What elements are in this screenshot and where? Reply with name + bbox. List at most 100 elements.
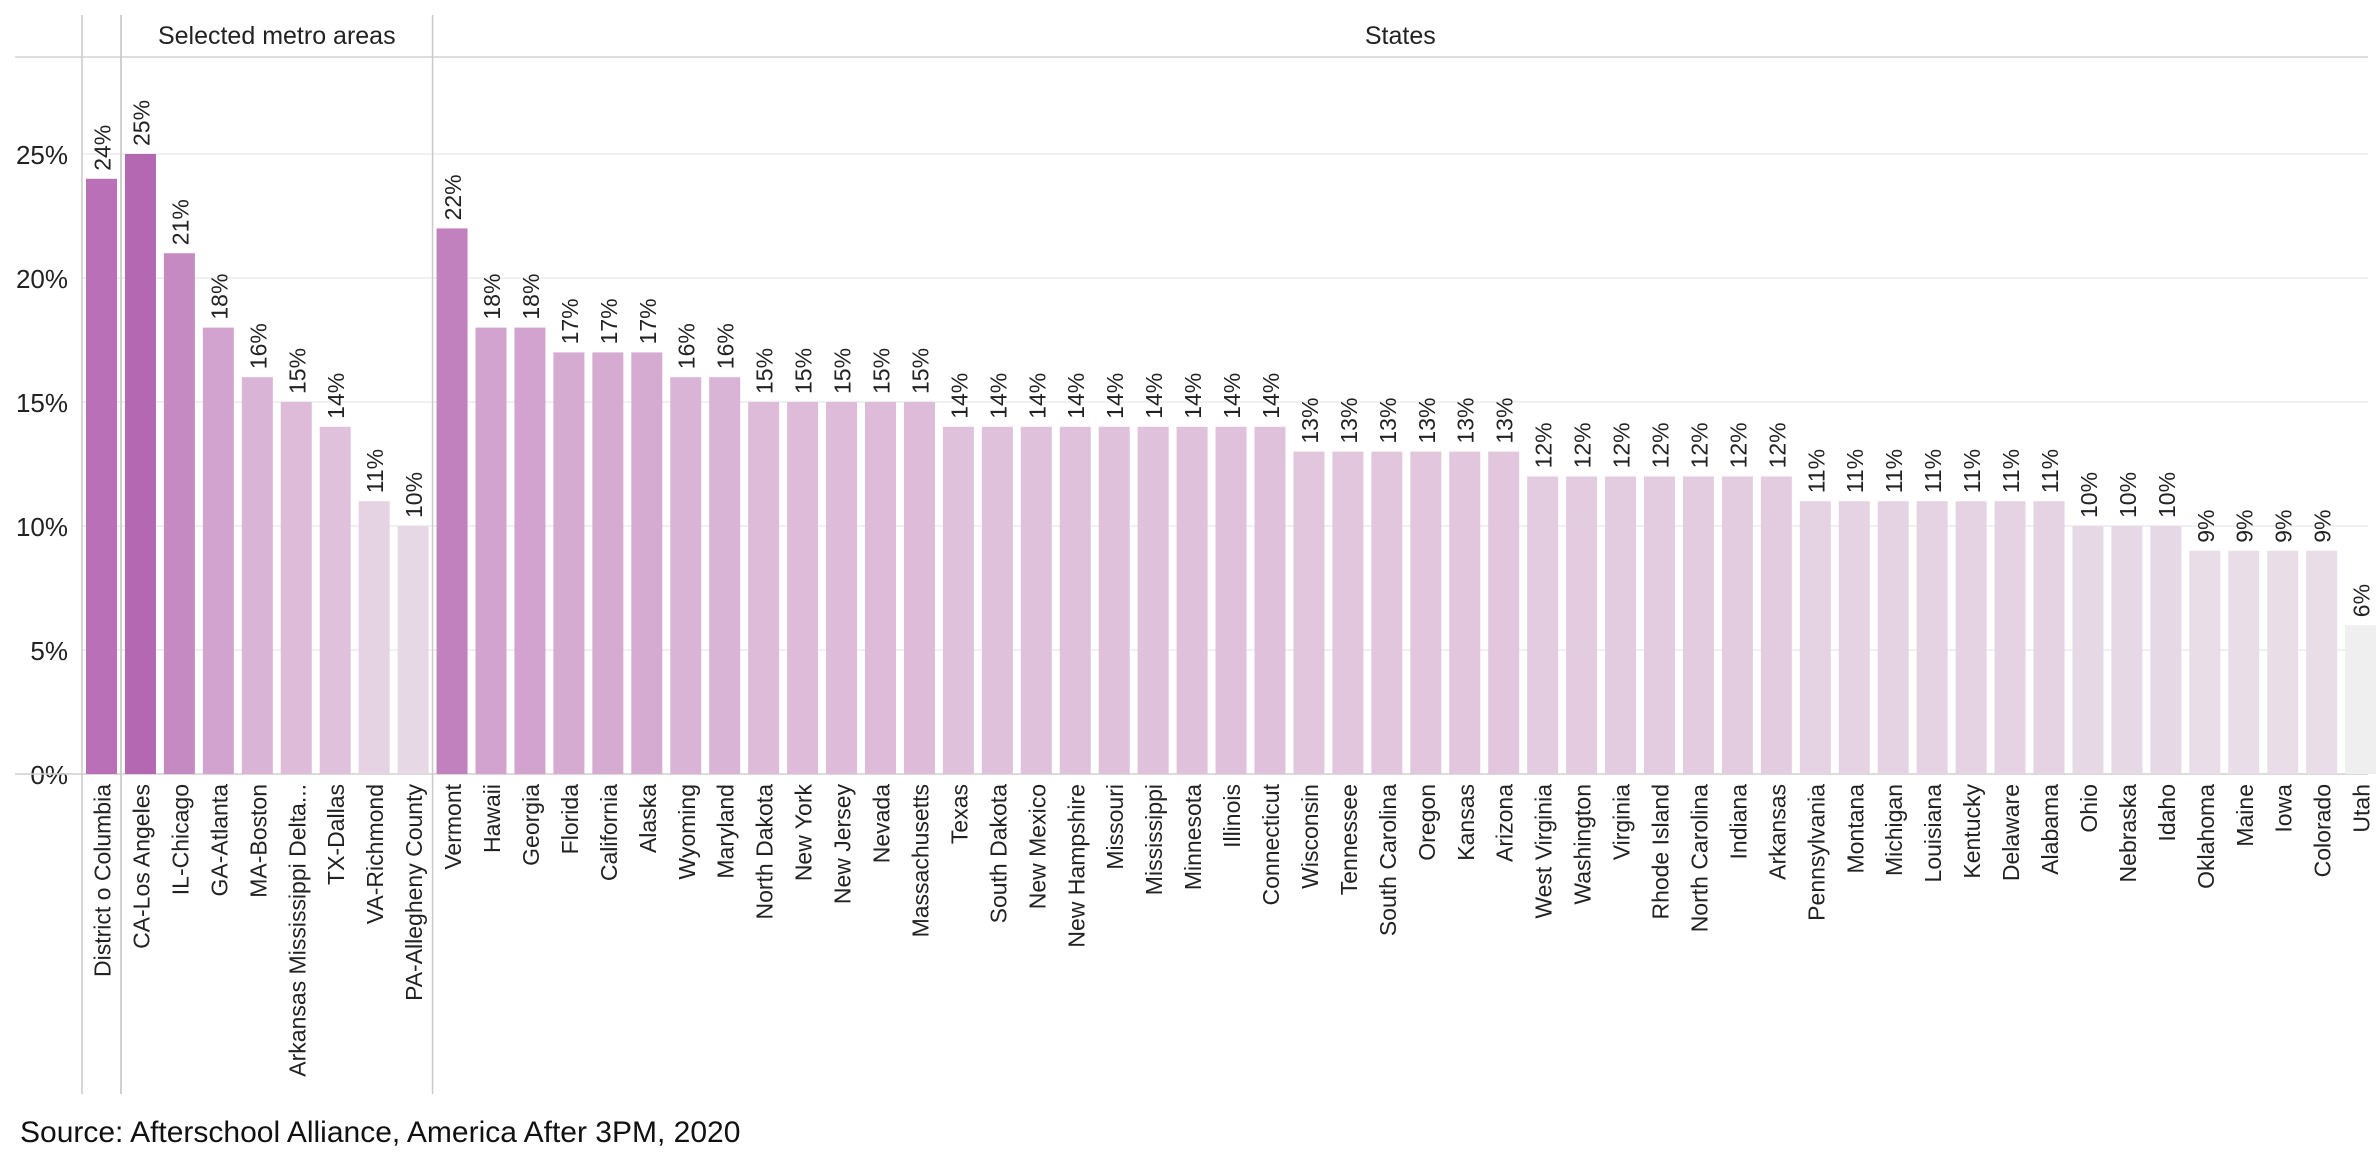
bar-value-label: 14% (1141, 373, 1167, 419)
bar-value-label: 18% (479, 274, 505, 320)
category-label: Maine (2232, 784, 2258, 847)
bar (2072, 526, 2104, 774)
bar (1020, 426, 1052, 774)
bar (1371, 451, 1403, 774)
category-label: MA-Boston (245, 784, 271, 898)
bar-value-label: 15% (752, 348, 778, 394)
bar-value-label: 13% (1297, 398, 1323, 444)
category-label: VA-Richmond (362, 784, 388, 924)
bar (2345, 625, 2377, 774)
category-label: Connecticut (1258, 783, 1284, 905)
category-label: Texas (946, 784, 972, 844)
bar (553, 352, 585, 774)
bar-value-label: 12% (1686, 422, 1712, 468)
category-label: Oklahoma (2193, 784, 2219, 889)
bar (1566, 476, 1598, 774)
bar (670, 377, 702, 774)
bar (709, 377, 741, 774)
bar (1955, 501, 1987, 774)
bar-value-label: 13% (1453, 398, 1479, 444)
bar (1682, 476, 1714, 774)
bar-value-label: 10% (401, 472, 427, 518)
category-label: TX-Dallas (323, 784, 349, 885)
bar-value-label: 13% (1414, 398, 1440, 444)
bar-value-label: 12% (1764, 422, 1790, 468)
chart-source-note: Source: Afterschool Alliance, America Af… (20, 1116, 741, 1149)
bar-value-label: 11% (1998, 449, 2024, 493)
y-tick-label: 5% (30, 636, 68, 666)
bar-value-label: 15% (907, 348, 933, 394)
category-label: Missouri (1102, 784, 1128, 870)
bar-value-label: 6% (2349, 584, 2375, 617)
bar (903, 402, 935, 774)
bar (2150, 526, 2182, 774)
bar-value-label: 9% (2232, 510, 2258, 543)
category-label: Arkansas Mississippi Delta... (284, 784, 310, 1077)
bar-value-label: 13% (1375, 398, 1401, 444)
bar-value-label: 17% (635, 298, 661, 344)
category-label: Illinois (1219, 784, 1245, 848)
category-label: Oregon (1414, 784, 1440, 861)
bar (2306, 550, 2338, 774)
bar (397, 526, 429, 774)
bar-value-label: 11% (1881, 449, 1907, 493)
category-label: GA-Atlanta (206, 784, 232, 897)
y-tick-label: 0% (30, 760, 68, 790)
bar-value-label: 17% (596, 298, 622, 344)
bar-value-label: 22% (440, 174, 466, 220)
bar (1059, 426, 1091, 774)
bar-value-label: 16% (713, 323, 739, 369)
category-label: South Dakota (985, 784, 1011, 924)
category-label: Idaho (2154, 784, 2180, 842)
bar-value-label: 11% (362, 449, 388, 493)
bar-value-label: 14% (323, 373, 349, 419)
bar-value-label: 14% (1180, 373, 1206, 419)
category-label: IL-Chicago (167, 784, 193, 895)
bar-value-label: 16% (245, 323, 271, 369)
bar-value-label: 14% (1219, 373, 1245, 419)
bar-value-label: 10% (2154, 472, 2180, 518)
bar (2267, 550, 2299, 774)
category-label: New Jersey (830, 784, 856, 905)
bar (592, 352, 624, 774)
group-header-label: Selected metro areas (158, 22, 396, 50)
category-label: Vermont (440, 783, 466, 869)
bar (1877, 501, 1909, 774)
bar (436, 228, 468, 774)
category-label: New York (791, 784, 817, 882)
bar (1098, 426, 1130, 774)
category-label: Montana (1842, 784, 1868, 874)
bar (124, 154, 156, 774)
bar (865, 402, 896, 774)
bar (826, 402, 858, 774)
category-label: Pennsylvania (1803, 784, 1829, 921)
category-label: Arkansas (1764, 784, 1790, 880)
bar-value-label: 12% (1725, 422, 1751, 468)
bar-value-label: 14% (1024, 373, 1050, 419)
category-label: Delaware (1998, 784, 2024, 881)
category-label: Colorado (2310, 784, 2336, 877)
bar-value-label: 12% (1609, 422, 1635, 468)
category-label: North Dakota (752, 784, 778, 920)
bar-value-label: 25% (128, 100, 154, 146)
bar-value-label: 12% (1570, 422, 1596, 468)
category-label: California (596, 784, 622, 881)
category-label: Kansas (1453, 784, 1479, 861)
category-label: Ohio (2076, 784, 2102, 833)
bar-value-label: 13% (1336, 398, 1362, 444)
category-label: Rhode Island (1648, 784, 1674, 920)
bar (631, 352, 663, 774)
category-label: Indiana (1725, 784, 1751, 860)
bar-value-label: 14% (946, 373, 972, 419)
y-tick-label: 25% (16, 140, 68, 170)
category-label: Kentucky (1959, 784, 1985, 879)
bar (1488, 451, 1520, 774)
category-label: Tennessee (1336, 784, 1362, 895)
category-label: Iowa (2271, 784, 2297, 833)
bar-value-label: 11% (1959, 449, 1985, 493)
category-label: New Hampshire (1063, 784, 1089, 948)
bar-value-label: 24% (90, 125, 116, 171)
category-label: Mississippi (1141, 784, 1167, 895)
